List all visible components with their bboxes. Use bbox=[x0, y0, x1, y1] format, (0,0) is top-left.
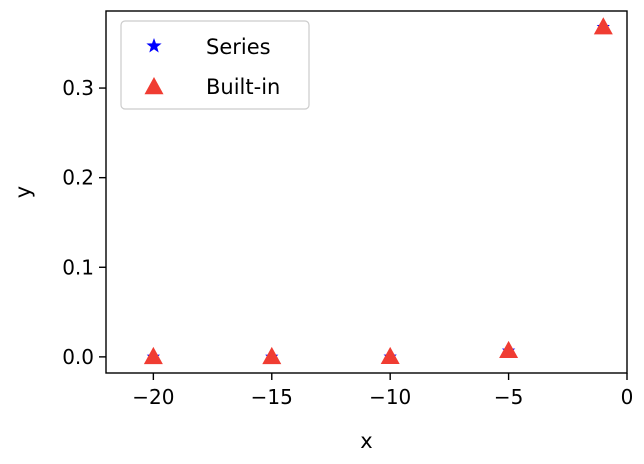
legend-marker-triangle bbox=[144, 77, 164, 95]
x-tick-label: −20 bbox=[132, 385, 174, 409]
x-axis-ticks: −20 −15 −10 −5 0 bbox=[132, 373, 633, 409]
legend: Series Built-in bbox=[120, 20, 310, 110]
y-tick-label: 0.1 bbox=[62, 255, 94, 279]
x-tick-label: −5 bbox=[494, 385, 523, 409]
y-axis-ticks: 0.0 0.1 0.2 0.3 bbox=[62, 76, 106, 369]
legend-label-series: Series bbox=[206, 35, 271, 59]
data-point-triangle bbox=[499, 340, 519, 359]
y-tick-label: 0.2 bbox=[62, 166, 94, 190]
legend-markers bbox=[144, 38, 164, 95]
y-tick-label: 0.3 bbox=[62, 76, 94, 100]
legend-box bbox=[120, 20, 310, 110]
data-point-triangle bbox=[262, 346, 282, 365]
series-layer bbox=[143, 17, 613, 365]
legend-marker-star bbox=[146, 38, 162, 53]
x-tick-label: 0 bbox=[621, 385, 634, 409]
data-point-triangle bbox=[380, 346, 400, 365]
x-tick-label: −15 bbox=[251, 385, 293, 409]
y-tick-label: 0.0 bbox=[62, 345, 94, 369]
x-tick-label: −10 bbox=[369, 385, 411, 409]
data-point-triangle bbox=[143, 346, 163, 365]
x-axis-label: x bbox=[360, 429, 372, 453]
y-axis-label: y bbox=[11, 186, 35, 198]
series-2 bbox=[143, 17, 613, 365]
data-point-triangle bbox=[593, 17, 613, 35]
legend-label-built-in: Built-in bbox=[206, 75, 280, 99]
